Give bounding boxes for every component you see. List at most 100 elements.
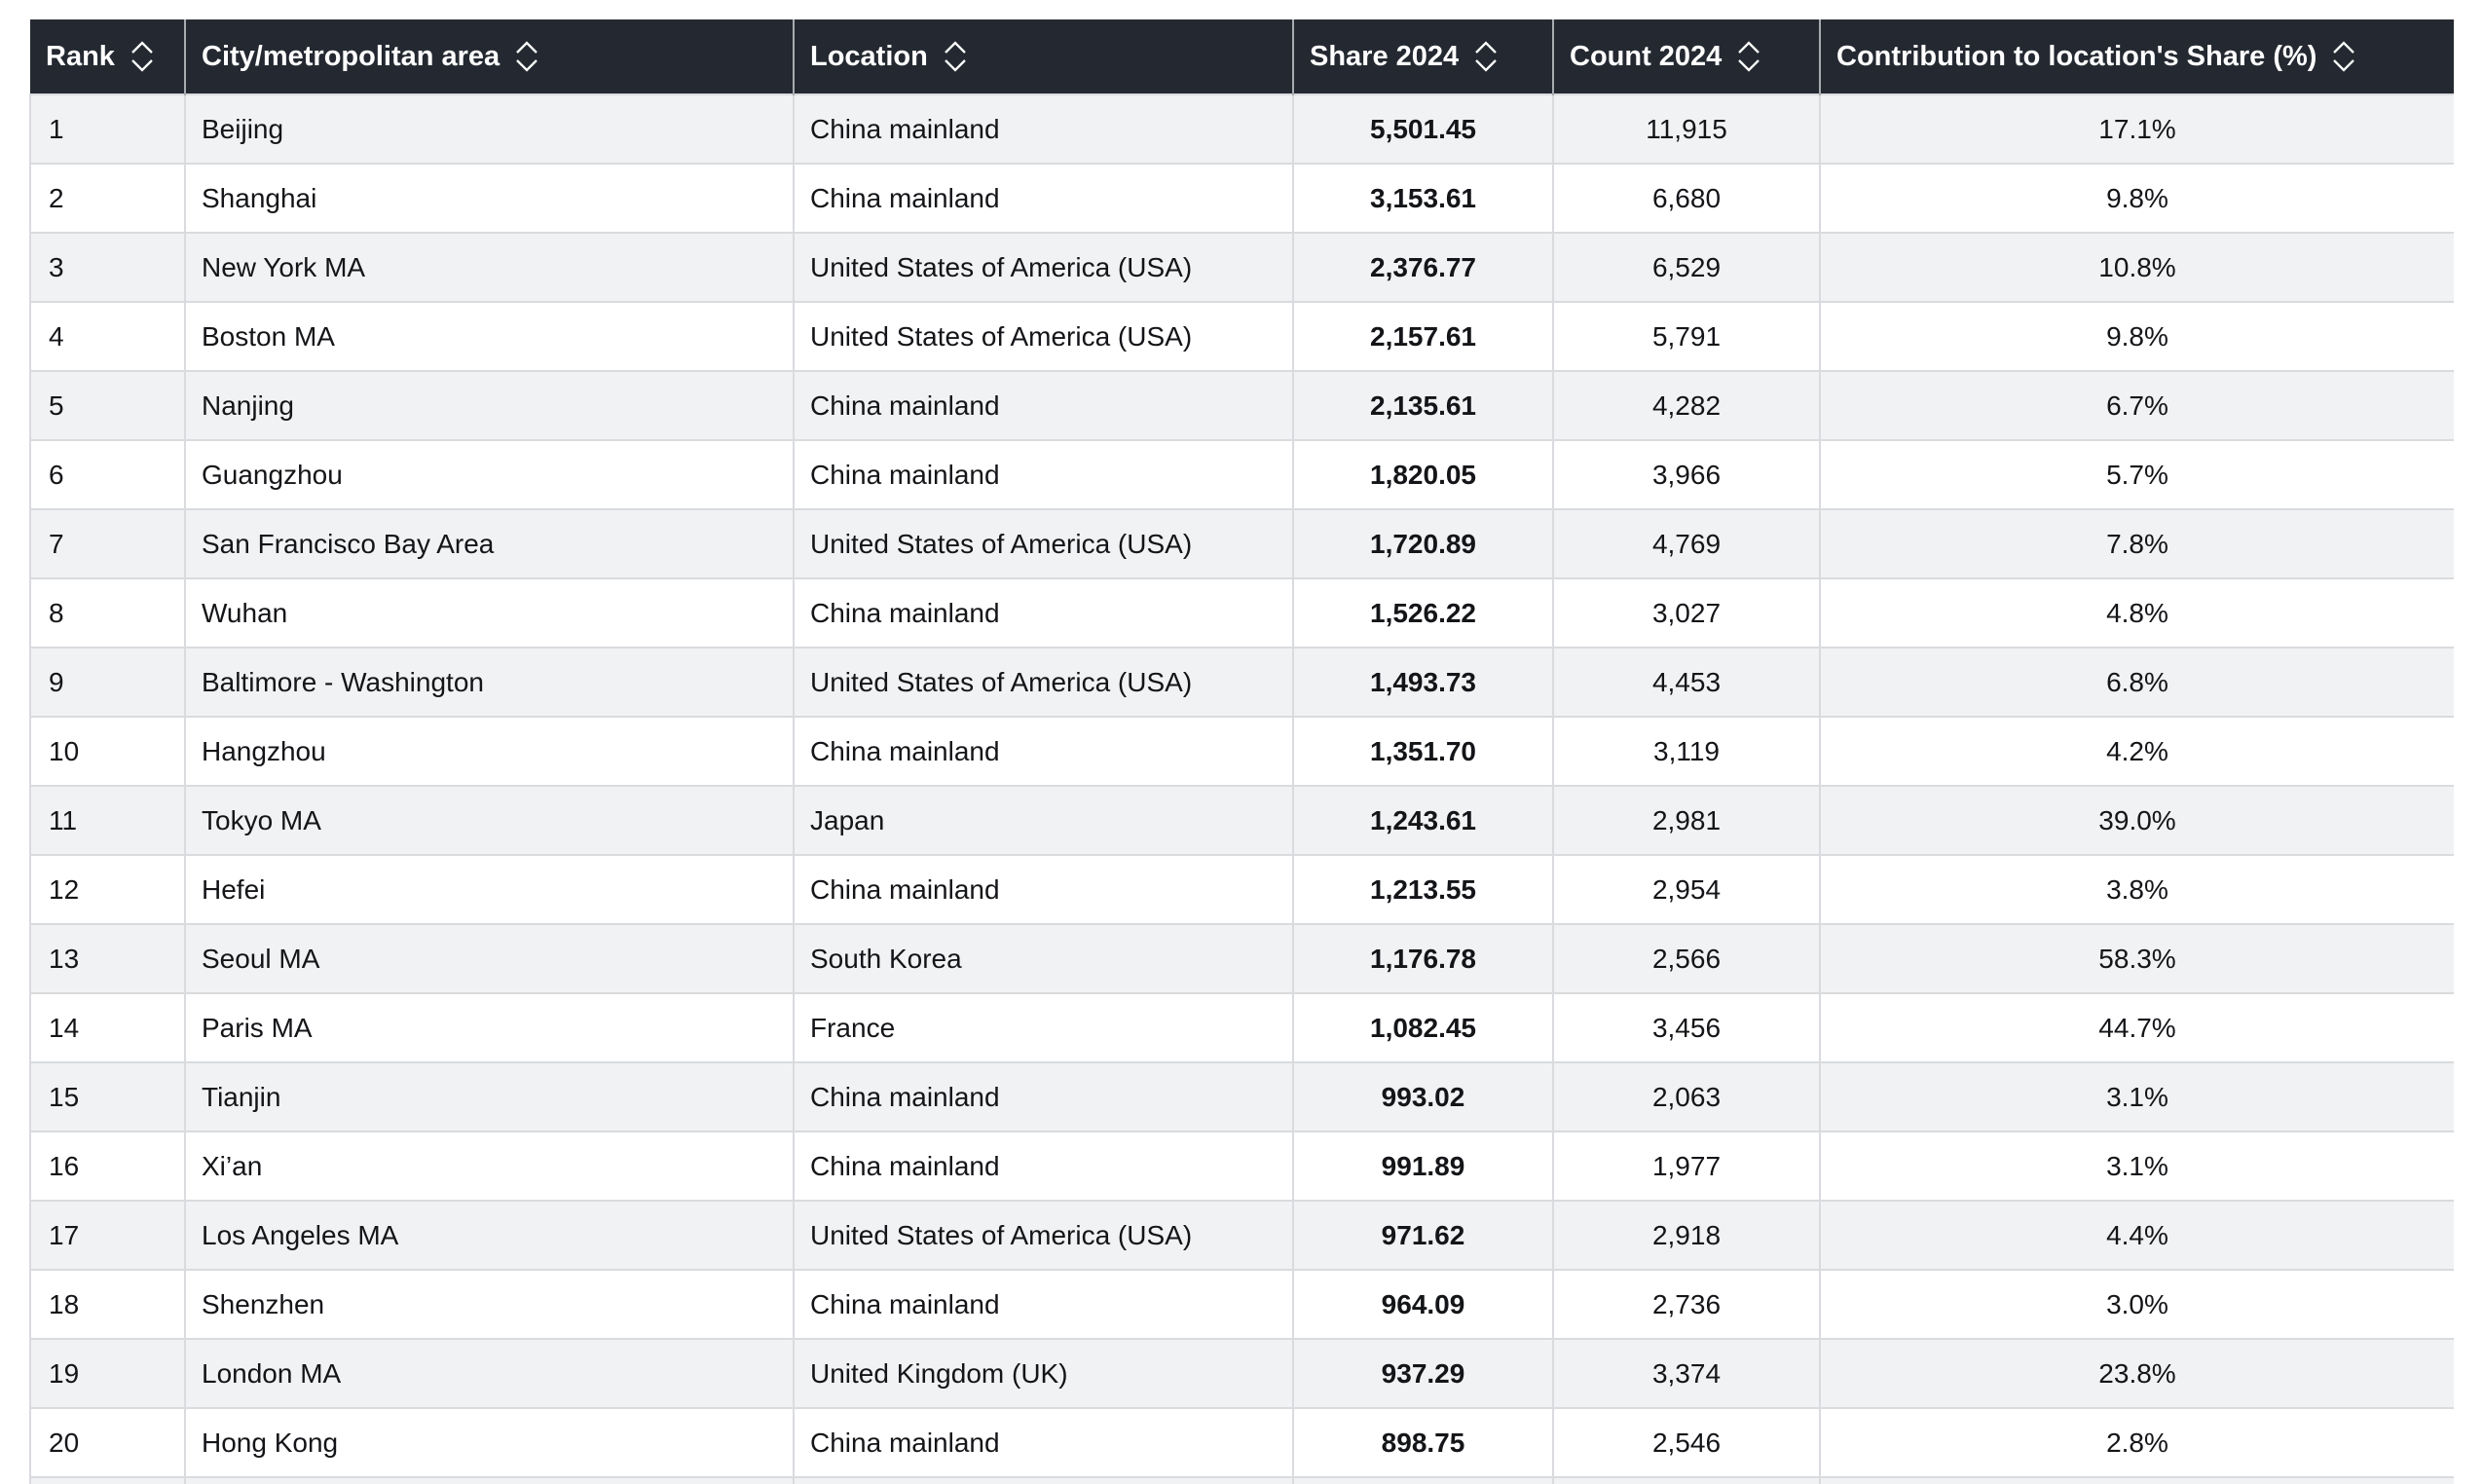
- cell-location: China mainland: [793, 1269, 1294, 1340]
- cell-city: Tokyo MA: [184, 785, 795, 856]
- table-row: 4 Boston MA United States of America (US…: [29, 301, 2454, 372]
- table-row: 11 Tokyo MA Japan 1,243.61 2,981 39.0%: [29, 785, 2454, 856]
- cell-city: San Francisco Bay Area: [184, 508, 795, 579]
- cell-contribution: 3.1%: [1819, 1061, 2454, 1132]
- column-header-city[interactable]: City/metropolitan area: [184, 19, 794, 94]
- column-header-label: Rank: [46, 40, 115, 72]
- header-row: Rank City/metropolitan area Location: [30, 19, 2454, 94]
- cell-count: 1,977: [1552, 1131, 1821, 1202]
- cell-rank: 2: [29, 163, 186, 234]
- cell-count: 3,374: [1552, 1338, 1821, 1409]
- cell-contribution: 10.8%: [1819, 232, 2454, 303]
- table-row: [29, 1476, 2454, 1484]
- sort-chevrons-icon: [516, 41, 538, 72]
- table-row: 14 Paris MA France 1,082.45 3,456 44.7%: [29, 992, 2454, 1063]
- cell-share: 1,243.61: [1292, 785, 1554, 856]
- column-header-rank[interactable]: Rank: [30, 19, 185, 94]
- cell-contribution: 3.1%: [1819, 1131, 2454, 1202]
- cell-city: Hangzhou: [184, 716, 795, 787]
- cell-location: China mainland: [793, 716, 1294, 787]
- cell-contribution: 39.0%: [1819, 785, 2454, 856]
- cell-city: Tianjin: [184, 1061, 795, 1132]
- cell-count: 4,282: [1552, 370, 1821, 441]
- cell-count: 2,546: [1552, 1407, 1821, 1478]
- cell-contribution: 6.7%: [1819, 370, 2454, 441]
- cell-location: United Kingdom (UK): [793, 1338, 1294, 1409]
- table-row: 8 Wuhan China mainland 1,526.22 3,027 4.…: [29, 577, 2454, 649]
- cell-city: Nanjing: [184, 370, 795, 441]
- cell-contribution: 3.8%: [1819, 854, 2454, 925]
- table-row: 9 Baltimore - Washington United States o…: [29, 647, 2454, 718]
- cell-share: 1,176.78: [1292, 923, 1554, 994]
- cell-contribution: 58.3%: [1819, 923, 2454, 994]
- cell-count: 6,529: [1552, 232, 1821, 303]
- table-body: 1 Beijing China mainland 5,501.45 11,915…: [29, 93, 2454, 1484]
- cell-contribution: 9.8%: [1819, 301, 2454, 372]
- column-header-label: Location: [810, 40, 928, 72]
- cell-rank: 4: [29, 301, 186, 372]
- cell-city: Shanghai: [184, 163, 795, 234]
- cell-share: 2,376.77: [1292, 232, 1554, 303]
- cell-city: Paris MA: [184, 992, 795, 1063]
- column-header-count-2024[interactable]: Count 2024: [1552, 19, 1820, 94]
- column-header-contribution[interactable]: Contribution to location's Share (%): [1819, 19, 2454, 94]
- cell-city: Hong Kong: [184, 1407, 795, 1478]
- sort-chevrons-icon: [945, 41, 966, 72]
- cell-rank: 12: [29, 854, 186, 925]
- cell-count: 5,791: [1552, 301, 1821, 372]
- table-header: Rank City/metropolitan area Location: [30, 19, 2454, 94]
- cell-rank: 5: [29, 370, 186, 441]
- cell-rank: 17: [29, 1200, 186, 1271]
- cell-rank: 19: [29, 1338, 186, 1409]
- cell-share: 3,153.61: [1292, 163, 1554, 234]
- table-row: 6 Guangzhou China mainland 1,820.05 3,96…: [29, 439, 2454, 510]
- cell-location: China mainland: [793, 577, 1294, 649]
- cell-location: China mainland: [793, 370, 1294, 441]
- cell-city: Wuhan: [184, 577, 795, 649]
- cell-count: 2,736: [1552, 1269, 1821, 1340]
- cell-location: France: [793, 992, 1294, 1063]
- column-header-label: Contribution to location's Share (%): [1836, 40, 2317, 72]
- cell-rank: 8: [29, 577, 186, 649]
- cell-count: 11,915: [1552, 93, 1821, 165]
- cell-contribution: 7.8%: [1819, 508, 2454, 579]
- cell-location: China mainland: [793, 854, 1294, 925]
- sort-chevrons-icon: [1475, 41, 1497, 72]
- column-header-label: Share 2024: [1310, 40, 1460, 72]
- cell-city: Hefei: [184, 854, 795, 925]
- cell-location: China mainland: [793, 93, 1294, 165]
- cell-city: Xi’an: [184, 1131, 795, 1202]
- cell-share: 2,135.61: [1292, 370, 1554, 441]
- cell-share: 991.89: [1292, 1131, 1554, 1202]
- cell-city: Boston MA: [184, 301, 795, 372]
- cell-share: 964.09: [1292, 1269, 1554, 1340]
- cell-location: China mainland: [793, 1131, 1294, 1202]
- cell-count: 2,063: [1552, 1061, 1821, 1132]
- table-row: 5 Nanjing China mainland 2,135.61 4,282 …: [29, 370, 2454, 441]
- table-row: 1 Beijing China mainland 5,501.45 11,915…: [29, 93, 2454, 165]
- cell-contribution: 23.8%: [1819, 1338, 2454, 1409]
- cell-rank: 11: [29, 785, 186, 856]
- cell-rank: 10: [29, 716, 186, 787]
- sort-chevrons-icon: [2333, 41, 2355, 72]
- column-header-share-2024[interactable]: Share 2024: [1292, 19, 1553, 94]
- sort-chevrons-icon: [131, 41, 153, 72]
- cell-share: 971.62: [1292, 1200, 1554, 1271]
- cell-contribution: 3.0%: [1819, 1269, 2454, 1340]
- cell-share: 1,351.70: [1292, 716, 1554, 787]
- cell-share: 1,082.45: [1292, 992, 1554, 1063]
- cell-share: 993.02: [1292, 1061, 1554, 1132]
- cell-location: United States of America (USA): [793, 508, 1294, 579]
- cell-contribution: 4.2%: [1819, 716, 2454, 787]
- cell-rank: 1: [29, 93, 186, 165]
- cell-share: 1,526.22: [1292, 577, 1554, 649]
- cell-rank: [29, 1476, 186, 1484]
- table-row: 13 Seoul MA South Korea 1,176.78 2,566 5…: [29, 923, 2454, 994]
- cell-rank: 3: [29, 232, 186, 303]
- cell-rank: 9: [29, 647, 186, 718]
- cell-location: China mainland: [793, 1407, 1294, 1478]
- cell-city: New York MA: [184, 232, 795, 303]
- cell-count: 3,456: [1552, 992, 1821, 1063]
- column-header-location[interactable]: Location: [793, 19, 1293, 94]
- cell-rank: 13: [29, 923, 186, 994]
